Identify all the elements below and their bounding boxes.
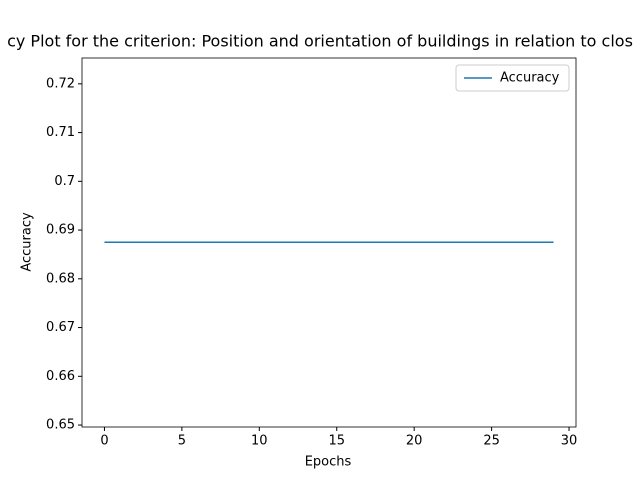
legend-box [455, 64, 570, 92]
x-tick-label: 25 [483, 434, 500, 449]
plot-frame [81, 57, 577, 428]
x-tick-label: 20 [406, 434, 423, 449]
y-tick-label: 0.67 [46, 320, 75, 335]
x-tick-label: 5 [178, 434, 186, 449]
y-tick-label: 0.72 [46, 76, 75, 91]
y-tick-label: 0.65 [46, 418, 75, 433]
y-axis-label: Accuracy [20, 212, 35, 272]
chart-title: cy Plot for the criterion: Position and … [7, 32, 633, 51]
legend-label: Accuracy [500, 71, 560, 86]
x-tick-label: 30 [561, 434, 578, 449]
x-tick-label: 15 [328, 434, 345, 449]
x-axis-label: Epochs [305, 455, 352, 470]
x-tick-label: 10 [251, 434, 268, 449]
x-tick-label: 0 [100, 434, 108, 449]
y-tick-label: 0.7 [54, 174, 75, 189]
y-tick-label: 0.71 [46, 125, 75, 140]
y-tick-label: 0.69 [46, 223, 75, 238]
y-tick-label: 0.68 [46, 271, 75, 286]
y-tick-label: 0.66 [46, 369, 75, 384]
